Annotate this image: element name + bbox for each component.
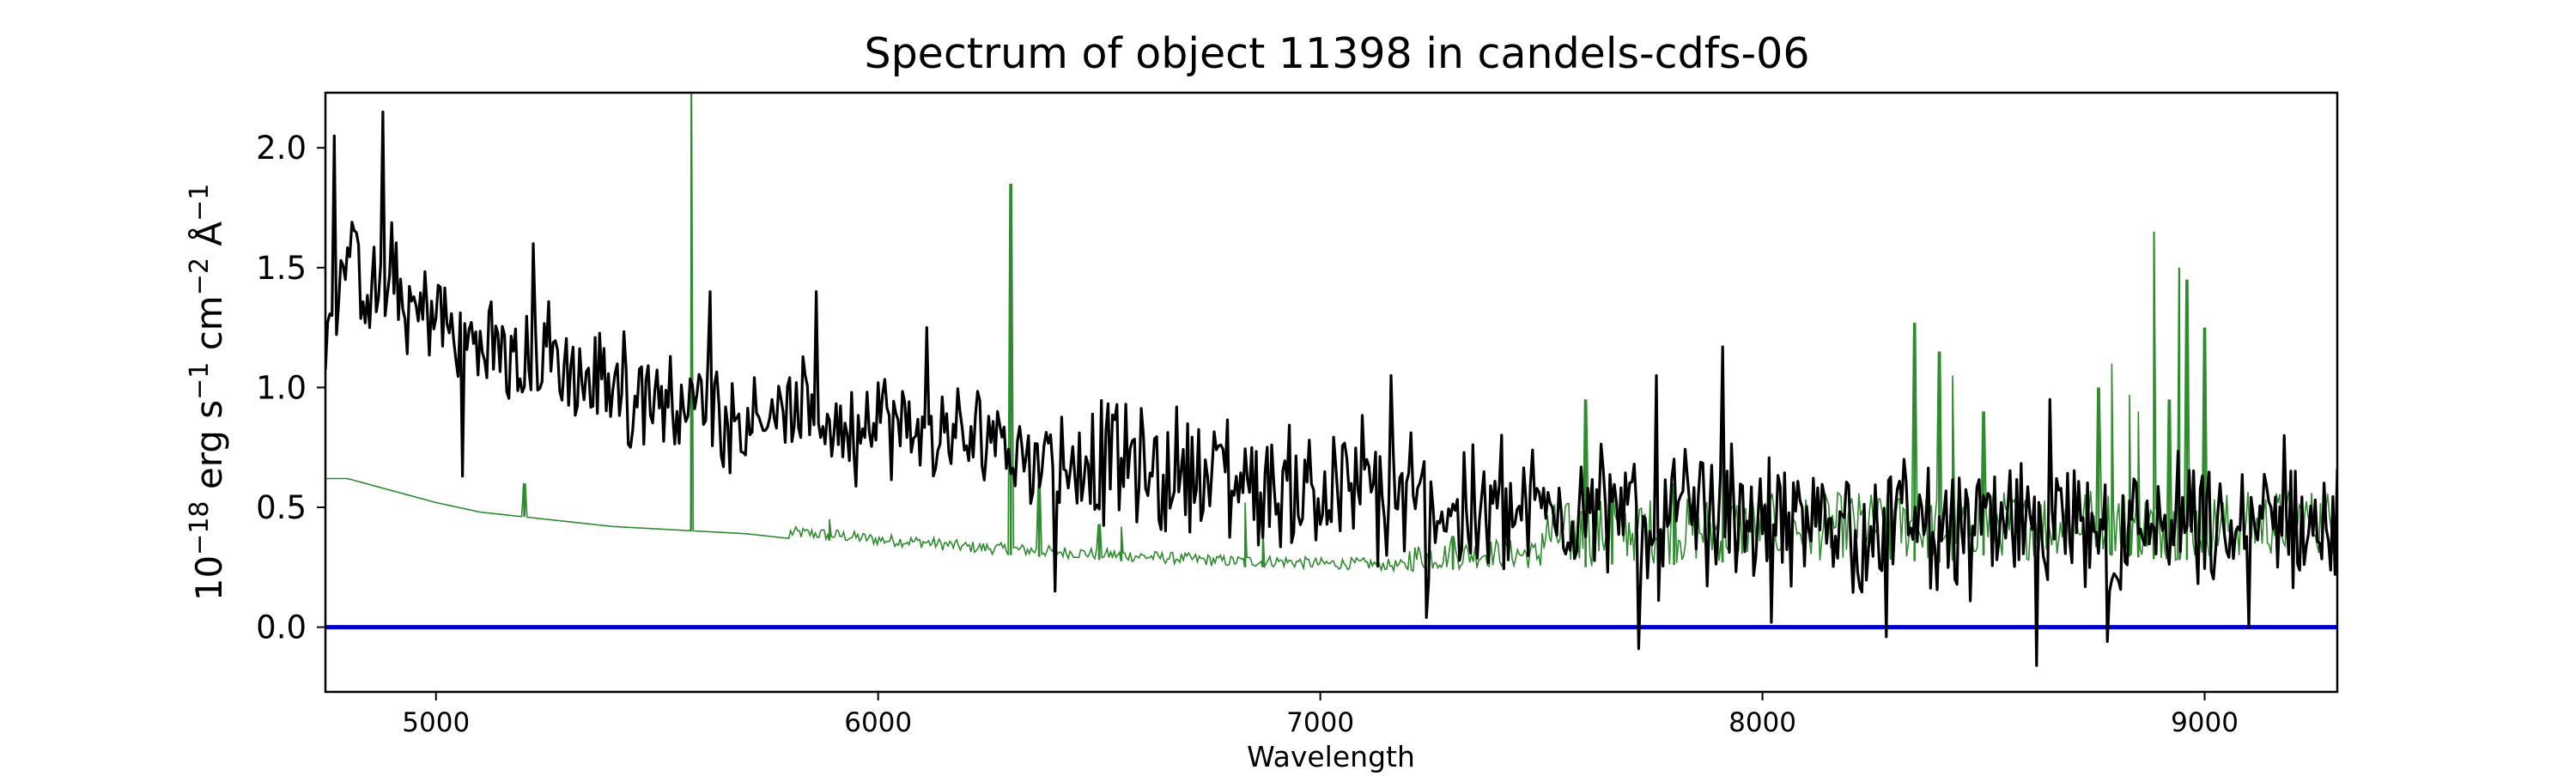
y-axis: 0.0 0.5 1.0 1.5 2.0 [256, 130, 325, 646]
noise-series-line [325, 93, 2337, 573]
x-tick-label: 8000 [1728, 707, 1796, 738]
plot-area [325, 93, 2337, 667]
y-tick-label: 1.5 [256, 250, 307, 287]
x-tick-label: 6000 [844, 707, 912, 738]
x-axis-label: Wavelength [1247, 740, 1415, 773]
y-tick-label: 0.5 [256, 489, 307, 526]
flux-series-line [325, 110, 2337, 667]
y-tick-label: 0.0 [256, 609, 307, 646]
chart-title: Spectrum of object 11398 in candels-cdfs… [864, 29, 1809, 78]
y-label-text: 10 [188, 555, 230, 601]
y-tick-label: 1.0 [256, 369, 307, 406]
y-label-exponent: −1 [185, 184, 215, 221]
y-axis-label: 10−18 erg s−1 cm−2 Å−1 [185, 184, 230, 602]
x-tick-label: 7000 [1286, 707, 1354, 738]
y-label-exponent: −18 [185, 501, 215, 555]
series-group [325, 93, 2337, 667]
y-tick-label: 2.0 [256, 130, 307, 167]
y-label-exponent: −1 [185, 362, 215, 400]
axes-frame [324, 91, 2339, 694]
y-label-text: erg s [188, 400, 230, 501]
x-tick-label: 5000 [402, 707, 470, 738]
x-tick-label: 9000 [2171, 707, 2239, 738]
y-label-text: Å [187, 221, 230, 258]
y-label-exponent: −2 [185, 258, 215, 295]
y-label-text: cm [188, 295, 230, 361]
x-axis: 5000 6000 7000 8000 9000 [402, 692, 2239, 738]
